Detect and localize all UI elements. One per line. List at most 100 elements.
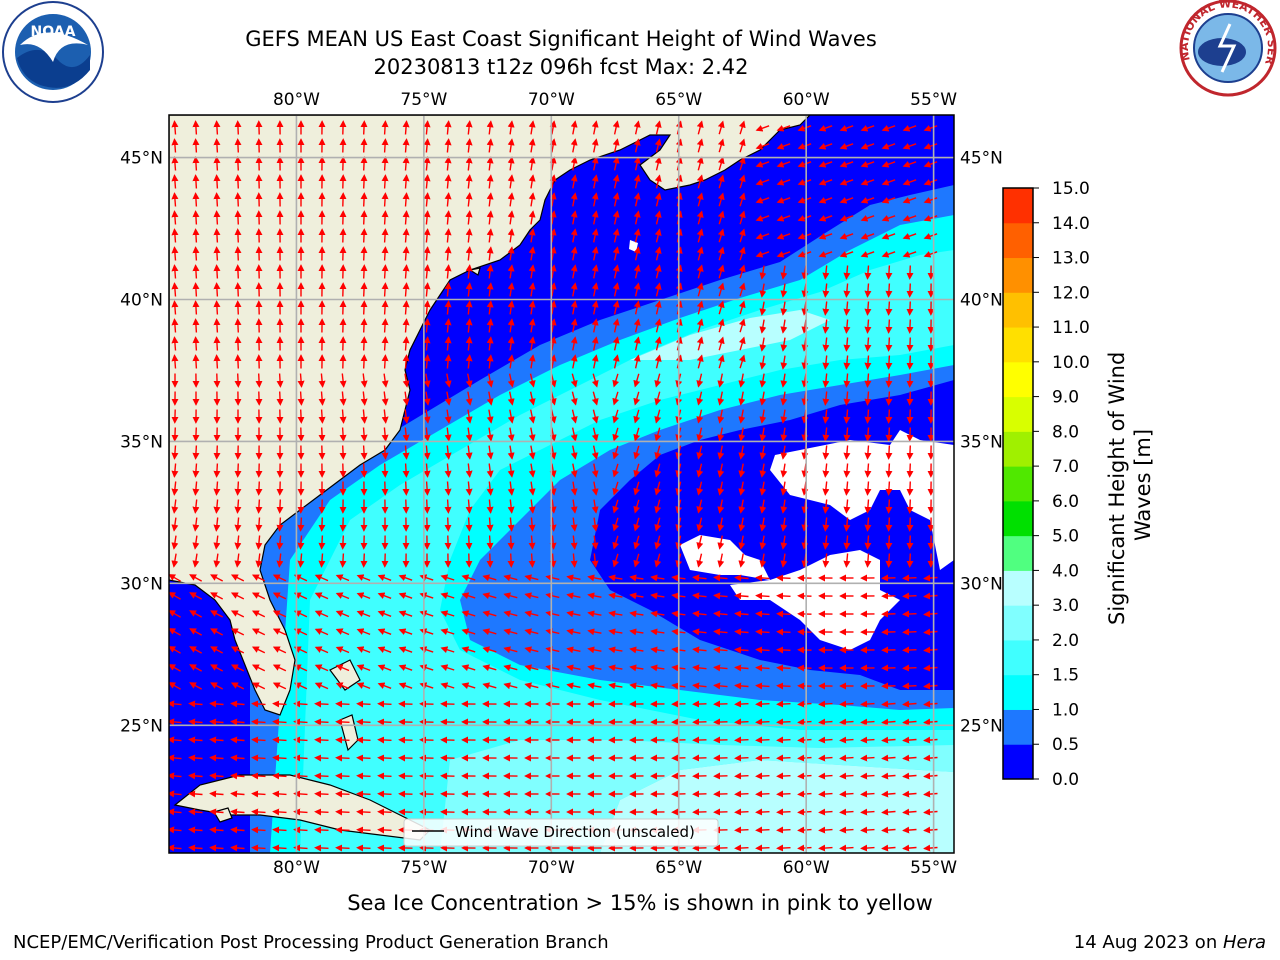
wave-direction-arrow	[566, 664, 581, 672]
wave-direction-arrow	[797, 718, 812, 726]
wave-direction-arrow	[272, 754, 287, 762]
wave-direction-arrow	[209, 772, 224, 780]
wave-direction-arrow	[755, 664, 770, 672]
wave-direction-arrow	[822, 355, 830, 370]
wave-direction-arrow	[482, 646, 497, 654]
wave-direction-arrow	[864, 409, 872, 424]
colorbar-band	[1003, 361, 1033, 398]
wave-direction-arrow	[696, 246, 704, 261]
wave-direction-arrow	[356, 682, 371, 690]
wave-direction-arrow	[797, 772, 812, 780]
wave-direction-arrow	[843, 283, 851, 298]
wave-direction-arrow	[881, 772, 896, 780]
wave-direction-arrow	[696, 192, 704, 207]
colorbar-tick-label: 14.0	[1052, 214, 1090, 234]
wave-direction-arrow	[213, 463, 221, 478]
wave-direction-arrow	[402, 463, 410, 478]
wave-direction-arrow	[377, 610, 392, 617]
wave-direction-arrow	[654, 517, 662, 532]
wave-direction-arrow	[839, 754, 854, 762]
wave-direction-arrow	[234, 318, 242, 333]
wave-direction-arrow	[230, 646, 245, 654]
wave-direction-arrow	[528, 318, 536, 333]
wave-direction-arrow	[881, 197, 896, 204]
wave-direction-arrow	[272, 772, 287, 780]
wave-direction-arrow	[864, 373, 872, 388]
wave-direction-arrow	[272, 646, 287, 654]
wave-direction-arrow	[528, 354, 536, 369]
wave-direction-arrow	[503, 682, 518, 690]
wave-direction-arrow	[633, 391, 641, 406]
wave-direction-arrow	[360, 553, 368, 568]
wave-direction-arrow	[734, 646, 749, 654]
wave-direction-arrow	[587, 592, 602, 600]
wave-direction-arrow	[549, 282, 557, 297]
wave-direction-arrow	[189, 646, 203, 654]
wave-direction-arrow	[528, 553, 536, 568]
wave-direction-arrow	[549, 517, 557, 532]
wave-direction-arrow	[402, 246, 410, 261]
wave-direction-arrow	[255, 373, 263, 388]
wave-direction-arrow	[171, 535, 179, 550]
wave-direction-arrow	[171, 246, 179, 261]
wave-direction-arrow	[381, 210, 389, 225]
wave-direction-arrow	[692, 592, 707, 600]
lat-tick-label-right: 35°N	[960, 432, 1003, 452]
wave-direction-arrow	[192, 517, 200, 532]
wave-direction-arrow	[570, 120, 578, 135]
wave-direction-arrow	[169, 628, 181, 636]
wave-direction-arrow	[713, 610, 728, 618]
wave-direction-arrow	[759, 499, 767, 514]
wave-direction-arrow	[717, 192, 725, 207]
wave-direction-arrow	[192, 210, 200, 225]
wave-direction-arrow	[629, 682, 644, 690]
lon-tick-label-top: 70°W	[528, 90, 575, 110]
wave-direction-arrow	[423, 192, 431, 207]
wave-direction-arrow	[738, 246, 746, 261]
wave-direction-arrow	[776, 808, 791, 816]
wave-direction-arrow	[335, 592, 350, 600]
wave-direction-arrow	[528, 481, 536, 496]
wave-direction-arrow	[633, 174, 641, 189]
wave-direction-arrow	[881, 754, 896, 762]
wave-direction-arrow	[654, 264, 662, 279]
wave-direction-arrow	[507, 354, 515, 369]
wave-direction-arrow	[570, 282, 578, 297]
wave-direction-arrow	[881, 736, 896, 744]
wave-direction-arrow	[822, 535, 830, 550]
wave-direction-arrow	[171, 192, 179, 207]
wave-direction-arrow	[210, 574, 224, 582]
wave-direction-arrow	[189, 592, 203, 600]
wave-direction-arrow	[839, 233, 854, 240]
wave-direction-arrow	[612, 354, 620, 369]
wave-direction-arrow	[839, 125, 854, 132]
wave-direction-arrow	[591, 427, 599, 442]
wave-direction-arrow	[549, 138, 557, 153]
colorbar-band	[1003, 639, 1033, 676]
wave-direction-arrow	[906, 355, 914, 370]
wave-direction-arrow	[780, 265, 788, 280]
wave-direction-arrow	[255, 499, 263, 514]
wave-direction-arrow	[822, 481, 830, 496]
wave-direction-arrow	[633, 535, 641, 550]
wave-direction-arrow	[276, 373, 284, 388]
wave-direction-arrow	[923, 826, 938, 834]
wave-direction-arrow	[864, 517, 872, 532]
wave-direction-arrow	[192, 228, 200, 243]
wave-direction-arrow	[902, 700, 917, 708]
wave-direction-arrow	[822, 373, 830, 388]
wave-direction-arrow	[251, 826, 266, 834]
wave-direction-arrow	[528, 300, 536, 315]
wave-direction-arrow	[398, 664, 413, 671]
wave-direction-arrow	[885, 373, 893, 388]
wave-direction-arrow	[402, 282, 410, 297]
chart-title-line1: GEFS MEAN US East Coast Significant Heig…	[245, 27, 877, 51]
wave-direction-arrow	[444, 463, 452, 478]
wave-direction-arrow	[189, 628, 203, 636]
wave-direction-arrow	[209, 754, 224, 762]
wave-direction-arrow	[251, 700, 266, 708]
wave-direction-arrow	[528, 517, 536, 532]
wave-direction-arrow	[734, 700, 749, 708]
wave-direction-arrow	[591, 192, 599, 207]
wave-direction-arrow	[360, 192, 368, 207]
